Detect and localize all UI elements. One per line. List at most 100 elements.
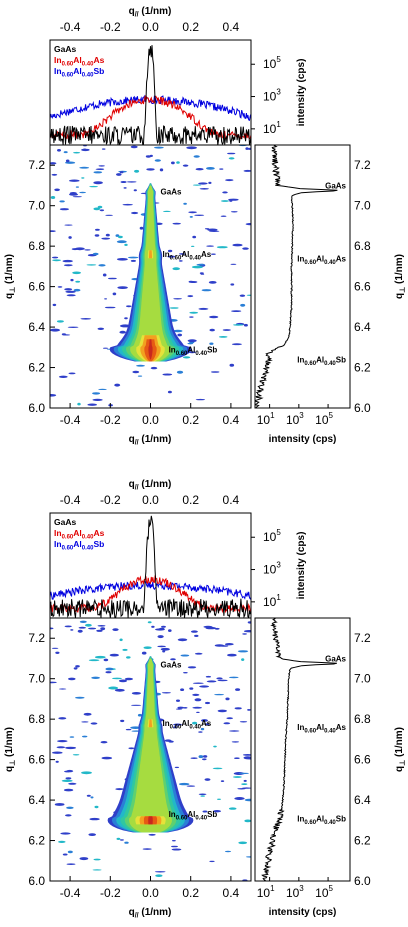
noise-speckle	[93, 858, 101, 861]
noise-speckle	[117, 286, 128, 289]
noise-speckle	[50, 196, 56, 199]
qpar-bottom-tick-label: -0.2	[100, 413, 121, 427]
legend-entry: In0.60Al0.40Sb	[54, 539, 104, 552]
qpar-top-tick-label: 0.0	[142, 20, 159, 34]
noise-speckle	[128, 747, 135, 750]
noise-speckle	[68, 782, 77, 785]
noise-speckle	[243, 169, 251, 172]
noise-speckle	[124, 841, 129, 844]
noise-speckle	[125, 728, 132, 731]
noise-speckle	[50, 230, 56, 232]
noise-speckle	[85, 623, 92, 627]
noise-speckle	[67, 850, 73, 854]
noise-speckle	[192, 706, 202, 709]
noise-speckle	[234, 757, 240, 759]
noise-speckle	[245, 223, 251, 226]
qpar-bottom-tick-label: 0.0	[142, 886, 159, 900]
noise-speckle	[119, 330, 126, 334]
qpar-label-unit: (1/nm)	[139, 907, 172, 918]
profile-intensity-tick-label: 101	[257, 884, 275, 900]
tick-exp: 3	[276, 561, 281, 570]
profile-annotation-base: GaAs	[325, 181, 346, 190]
noise-speckle	[191, 245, 195, 247]
qpar-label-unit: (1/nm)	[139, 479, 172, 490]
noise-speckle	[159, 168, 164, 172]
noise-speckle	[243, 323, 248, 327]
qperp-label-unit: (1/nm)	[4, 254, 15, 287]
noise-speckle	[150, 366, 158, 370]
qperp-left-tick-label: 6.6	[28, 280, 45, 294]
noise-speckle	[65, 290, 76, 293]
noise-speckle	[130, 726, 142, 729]
noise-speckle	[214, 693, 225, 696]
noise-speckle	[116, 837, 121, 841]
noise-speckle	[73, 288, 81, 292]
profile-annotation: GaAs	[325, 654, 346, 663]
noise-speckle	[100, 627, 106, 631]
noise-speckle	[187, 295, 194, 298]
intensity-tick-label: 103	[263, 88, 281, 104]
qperp-label-main: q	[394, 293, 405, 299]
legend-entry-sub: 0.40	[82, 73, 94, 79]
noise-speckle	[62, 853, 68, 856]
qperp-right-tick-label: 6.4	[354, 320, 371, 334]
legend-entry-element: Sb	[93, 66, 104, 76]
noise-speckle	[66, 294, 76, 297]
map-annotation-base: In	[163, 719, 170, 728]
noise-speckle	[211, 253, 216, 255]
qperp-right-tick-label: 7.2	[354, 631, 371, 645]
qperp-right-tick-label: 6.2	[354, 834, 371, 848]
noise-speckle	[242, 633, 247, 635]
legend-entry-element: Al	[73, 55, 82, 65]
noise-speckle	[124, 317, 128, 320]
noise-speckle	[182, 356, 191, 359]
noise-speckle	[116, 240, 127, 244]
noise-speckle	[214, 644, 225, 647]
noise-speckle	[75, 280, 81, 283]
noise-speckle	[69, 179, 80, 182]
intensity-axis-label-right: intensity (cps)	[296, 532, 307, 600]
qperp-right-tick-label: 7.2	[354, 158, 371, 172]
noise-speckle	[87, 403, 97, 406]
noise-speckle	[91, 676, 100, 679]
noise-speckle	[57, 149, 61, 152]
qperp-label-main: q	[4, 766, 15, 772]
map-annotation-base: GaAs	[161, 188, 182, 197]
noise-speckle	[192, 682, 204, 684]
noise-speckle	[221, 200, 229, 202]
tick-exp: 1	[276, 593, 281, 602]
noise-speckle	[157, 635, 164, 639]
profile-annotation-sub: 0.60	[304, 729, 316, 735]
noise-speckle	[229, 363, 235, 367]
noise-speckle	[119, 839, 124, 841]
noise-speckle	[88, 833, 96, 836]
legend-entry-sub: 0.60	[62, 73, 74, 79]
noise-speckle	[232, 243, 243, 247]
intensity-tick-label: 103	[263, 561, 281, 577]
noise-speckle	[151, 625, 155, 628]
noise-speckle	[90, 722, 98, 725]
noise-speckle	[63, 151, 68, 154]
qperp-left-tick-label: 6.8	[28, 239, 45, 253]
legend-entry-element: Al	[73, 66, 82, 76]
noise-speckle	[131, 692, 141, 695]
map-contours	[50, 620, 251, 881]
qperp-left-tick-label: 6.8	[28, 712, 45, 726]
contour-level	[148, 339, 153, 360]
noise-speckle	[142, 848, 152, 850]
noise-speckle	[182, 707, 188, 709]
noise-speckle	[243, 779, 247, 782]
noise-speckle	[68, 236, 72, 239]
legend-entry-base: GaAs	[54, 44, 76, 54]
noise-speckle	[51, 647, 59, 649]
contour-level	[148, 816, 153, 825]
noise-speckle	[112, 292, 117, 296]
noise-speckle	[240, 303, 246, 307]
noise-speckle	[161, 625, 166, 628]
noise-speckle	[169, 307, 179, 309]
noise-speckle	[114, 383, 121, 387]
noise-speckle	[208, 181, 212, 184]
noise-speckle	[130, 259, 136, 262]
noise-speckle	[64, 288, 73, 291]
noise-speckle	[154, 871, 166, 873]
